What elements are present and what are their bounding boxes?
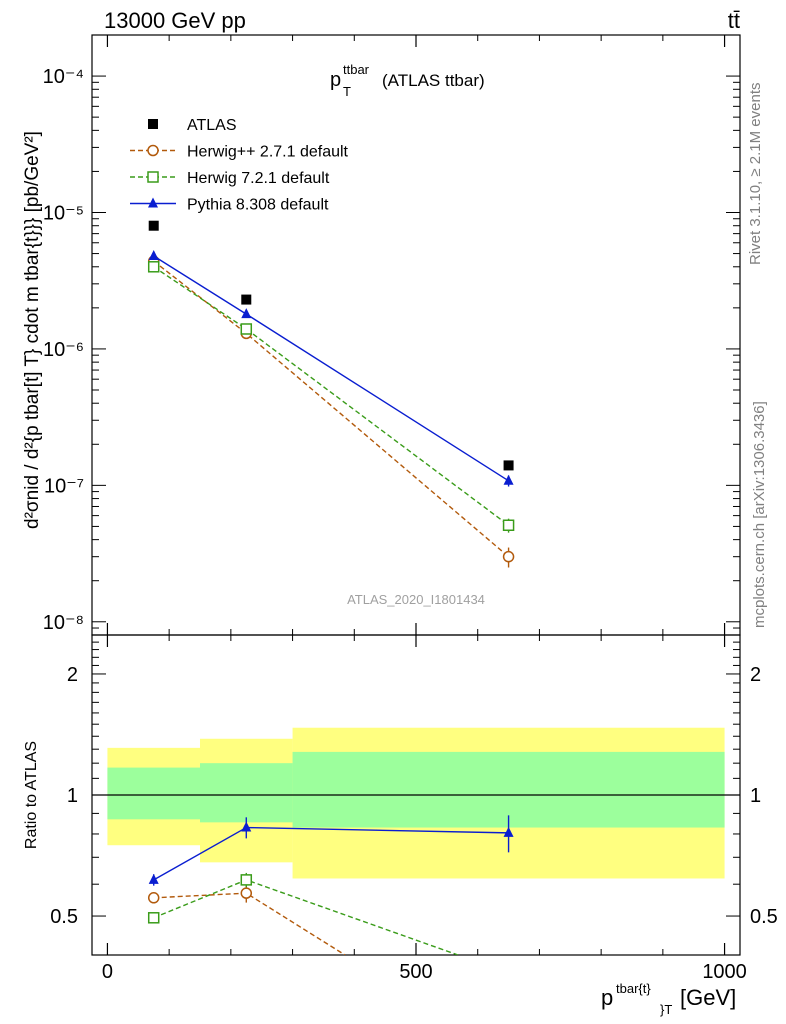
ratio-point: [241, 821, 252, 832]
legend: ATLAS Herwig++ 2.7.1 default Herwig 7.2.1 …: [130, 117, 349, 214]
y-tick-label: 10⁻⁸: [43, 612, 84, 634]
data-point: [147, 261, 160, 273]
main-y-axis-label: d²σnid / d²{p tbar[t] T} cdot m tbar{t}}…: [22, 131, 43, 529]
series-line: [153, 260, 510, 558]
rivet-version-label: Rivet 3.1.10, ≥ 2.1M events: [747, 83, 764, 266]
analysis-id-label: ATLAS_2020_I1801434: [347, 592, 485, 607]
legend-marker: [147, 144, 159, 157]
ratio-point: [240, 887, 253, 899]
x-tick-label: 0: [102, 961, 113, 983]
ratio-line: [153, 879, 459, 955]
data-point: [502, 550, 515, 563]
legend-label: Pythia 8.308 default: [187, 197, 329, 214]
ratio-point: [147, 912, 160, 924]
legend-marker: [148, 119, 158, 129]
data-point: [240, 323, 253, 335]
x-tick-label: 500: [399, 961, 432, 983]
title-p: p: [330, 69, 341, 91]
main-series-group: [147, 220, 515, 568]
data-point: [148, 249, 159, 260]
ratio-tick-label: 1: [67, 785, 78, 807]
ratio-tick-label-right: 1: [750, 785, 761, 807]
ratio-tick-label-right: 2: [750, 664, 761, 686]
x-tick-label: 1000: [702, 961, 747, 983]
ratio-tick-label-right: 0.5: [750, 906, 778, 928]
title-rest: (ATLAS ttbar): [382, 71, 485, 90]
axis-ticks: 0 500 1000 10⁻⁸ 10⁻⁷ 10⁻⁶ 10⁻⁵ 10⁻⁴ 0.5 0.5 1 1 2 2: [43, 34, 778, 983]
title-superscript: ttbar: [343, 62, 370, 77]
y-tick-label: 10⁻⁶: [43, 339, 84, 361]
series-line: [153, 255, 509, 482]
data-point: [241, 308, 252, 319]
x-label-p: p: [601, 985, 613, 1010]
title-subscript: T: [343, 84, 351, 99]
legend-label: Herwig 7.2.1 default: [187, 170, 330, 187]
ratio-tick-label: 0.5: [50, 906, 78, 928]
ratio-tick-label: 2: [67, 664, 78, 686]
ratio-line: [153, 892, 346, 955]
data-point: [502, 519, 515, 531]
legend-label: ATLAS: [187, 117, 237, 134]
data-point: [503, 460, 514, 471]
ratio-series-group: [147, 815, 514, 955]
ratio-point: [147, 892, 160, 904]
header-energy-label: 13000 GeV pp: [104, 8, 246, 33]
x-label-unit: [GeV]: [680, 985, 736, 1010]
inner-band: [107, 767, 200, 820]
data-point: [148, 220, 159, 231]
data-point: [241, 294, 252, 305]
main-plot-title: p ttbar T (ATLAS ttbar): [330, 62, 485, 99]
x-label-subscript: }T: [660, 1002, 672, 1017]
y-tick-label: 10⁻⁵: [43, 202, 84, 224]
legend-marker: [147, 171, 159, 183]
inner-band: [200, 763, 293, 823]
ratio-y-axis-label: Ratio to ATLAS: [23, 741, 40, 849]
x-axis-label: p tbar{t} }T [GeV]: [601, 981, 736, 1017]
legend-marker: [148, 197, 158, 208]
legend-label: Herwig++ 2.7.1 default: [187, 144, 349, 161]
inner-band: [292, 751, 725, 828]
ratio-point: [503, 826, 514, 837]
y-tick-label: 10⁻⁴: [43, 66, 84, 88]
series-line: [153, 266, 509, 526]
mcplots-label: mcplots.cern.ch [arXiv:1306.3436]: [751, 401, 768, 628]
data-point: [503, 474, 514, 485]
header-process-label: tt̄: [728, 8, 740, 33]
ratio-point: [240, 874, 253, 886]
y-tick-label: 10⁻⁷: [44, 475, 84, 497]
ratio-point: [148, 873, 159, 884]
x-label-superscript: tbar{t}: [616, 981, 651, 996]
ratio-uncertainty-bands: [107, 727, 725, 879]
